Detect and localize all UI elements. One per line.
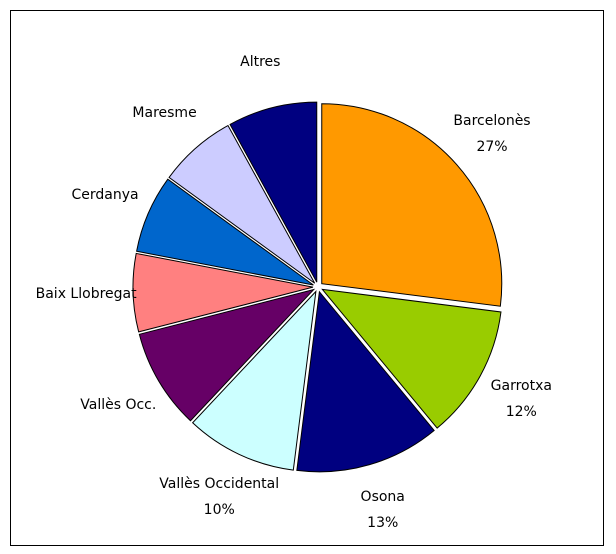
- slice-label: Vallès Occ.: [58, 392, 178, 418]
- chart-frame: [10, 10, 604, 546]
- pie-slice: [191, 290, 317, 471]
- category-label: Baix Llobregat: [35, 286, 137, 303]
- category-label: Vallès Occidental: [159, 475, 280, 492]
- pie-slice: [168, 124, 316, 284]
- pie-slice: [229, 101, 318, 283]
- slice-label: Maresme: [105, 100, 225, 126]
- category-label: Osona: [360, 488, 405, 505]
- category-label: Maresme: [132, 104, 197, 121]
- category-label: Garrotxa: [490, 377, 552, 394]
- value-label: 12%: [505, 403, 537, 420]
- pie-slice: [321, 288, 502, 429]
- pie-slice: [132, 252, 314, 333]
- pie-slice: [136, 178, 314, 286]
- pie-slice: [138, 288, 316, 422]
- category-label: Altres: [240, 54, 281, 71]
- value-label: 10%: [203, 501, 235, 518]
- slice-label: Garrotxa 12%: [461, 373, 581, 425]
- value-label: 13%: [367, 514, 399, 531]
- category-label: Barcelonès: [453, 112, 531, 129]
- slice-label: Baix Llobregat: [26, 281, 146, 307]
- pie-slice: [321, 103, 503, 307]
- pie-slice: [296, 290, 435, 473]
- slice-label: Vallès Occidental 10%: [159, 471, 279, 523]
- slice-label: Barcelonès 27%: [432, 108, 552, 160]
- slice-label: Cerdanya: [45, 182, 165, 208]
- value-label: 27%: [476, 138, 508, 155]
- category-label: Vallès Occ.: [80, 397, 157, 414]
- category-label: Cerdanya: [71, 186, 139, 203]
- slice-label: Osona 13%: [323, 484, 443, 536]
- slice-label: Altres: [200, 49, 320, 75]
